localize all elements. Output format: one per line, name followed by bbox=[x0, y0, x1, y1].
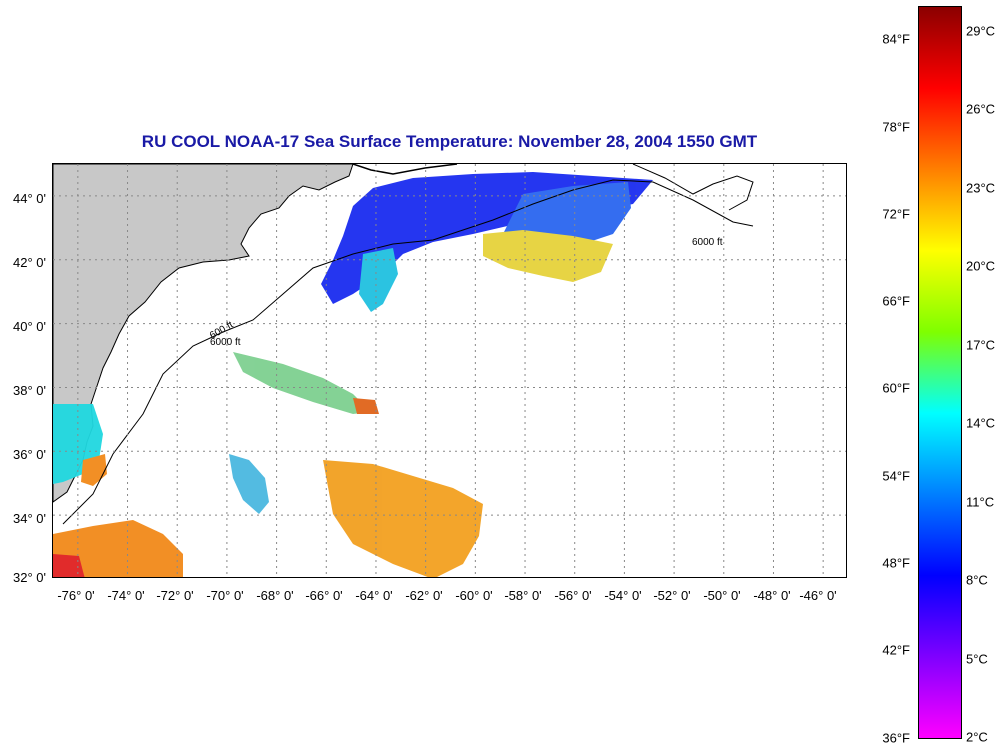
lon-tick: -70° 0' bbox=[206, 588, 244, 603]
colorbar-c-tick: 20°C bbox=[966, 258, 996, 274]
colorbar-c-tick: 2°C bbox=[966, 729, 988, 745]
lon-tick: -72° 0' bbox=[156, 588, 194, 603]
colorbar-f-tick: 36°F bbox=[882, 730, 910, 746]
sst-patch-southeast-orange bbox=[53, 520, 183, 577]
isobath-labels: 600 ft 6000 ft 6000 ft bbox=[208, 237, 723, 348]
land-novascotia bbox=[632, 164, 754, 211]
lon-tick: -56° 0' bbox=[554, 588, 592, 603]
sst-patch-shelf-cyan bbox=[359, 248, 398, 312]
lon-tick: -68° 0' bbox=[256, 588, 294, 603]
sst-patch-gulfstream-mid bbox=[323, 460, 483, 577]
lon-tick: -54° 0' bbox=[604, 588, 642, 603]
lon-tick: -52° 0' bbox=[653, 588, 691, 603]
lat-tick: 34° 0' bbox=[13, 511, 46, 526]
sst-patch-south-cyan bbox=[229, 454, 269, 514]
colorbar-f-tick: 54°F bbox=[882, 468, 910, 484]
colorbar-c-tick: 23°C bbox=[966, 180, 996, 196]
colorbar-f-tick: 84°F bbox=[882, 31, 910, 47]
lon-tick: -64° 0' bbox=[355, 588, 393, 603]
isobath-label-6000-east: 6000 ft bbox=[692, 237, 723, 248]
sst-patch-southeast-red bbox=[53, 554, 85, 577]
colorbar-c-tick: 26°C bbox=[966, 101, 996, 117]
lon-tick: -58° 0' bbox=[504, 588, 542, 603]
sst-patch-small-orange bbox=[353, 398, 379, 414]
sst-map-canvas bbox=[53, 164, 846, 577]
lon-tick: -60° 0' bbox=[455, 588, 493, 603]
sst-patches bbox=[53, 172, 653, 577]
lon-tick: -50° 0' bbox=[703, 588, 741, 603]
colorbar-c-tick: 17°C bbox=[966, 337, 996, 353]
sst-patch-scotian bbox=[503, 182, 631, 244]
lon-tick: -62° 0' bbox=[405, 588, 443, 603]
map-grid bbox=[53, 164, 846, 577]
colorbar-f-tick: 60°F bbox=[882, 380, 910, 396]
sst-patch-midshelf-green bbox=[233, 352, 371, 414]
lat-tick: 42° 0' bbox=[13, 255, 46, 270]
land-northeast bbox=[352, 164, 458, 175]
colorbar-f-tick: 48°F bbox=[882, 555, 910, 571]
colorbar-c-tick: 5°C bbox=[966, 651, 988, 667]
colorbar-c-tick: 29°C bbox=[966, 23, 996, 39]
lat-tick: 40° 0' bbox=[13, 319, 46, 334]
colorbar-c-tick: 14°C bbox=[966, 415, 996, 431]
sst-patch-slope-warm bbox=[483, 230, 613, 282]
lon-tick: -46° 0' bbox=[799, 588, 837, 603]
lon-tick: -76° 0' bbox=[57, 588, 95, 603]
colorbar-f-tick: 42°F bbox=[882, 642, 910, 658]
lat-tick: 36° 0' bbox=[13, 447, 46, 462]
colorbar bbox=[918, 6, 962, 739]
lon-tick: -74° 0' bbox=[107, 588, 145, 603]
isobath-label-6000: 6000 ft bbox=[210, 337, 241, 348]
chart-title: RU COOL NOAA-17 Sea Surface Temperature:… bbox=[141, 132, 758, 151]
colorbar-f-tick: 72°F bbox=[882, 206, 910, 222]
isobath-6000ft bbox=[62, 179, 754, 525]
lat-tick: 38° 0' bbox=[13, 383, 46, 398]
sst-map bbox=[52, 163, 847, 578]
colorbar-f-tick: 78°F bbox=[882, 119, 910, 135]
lon-tick: -66° 0' bbox=[305, 588, 343, 603]
colorbar-c-tick: 8°C bbox=[966, 572, 988, 588]
colorbar-c-tick: 11°C bbox=[966, 494, 995, 510]
lon-tick: -48° 0' bbox=[753, 588, 791, 603]
lat-tick: 44° 0' bbox=[13, 191, 46, 206]
lat-tick: 32° 0' bbox=[13, 570, 46, 585]
colorbar-f-tick: 66°F bbox=[882, 293, 910, 309]
